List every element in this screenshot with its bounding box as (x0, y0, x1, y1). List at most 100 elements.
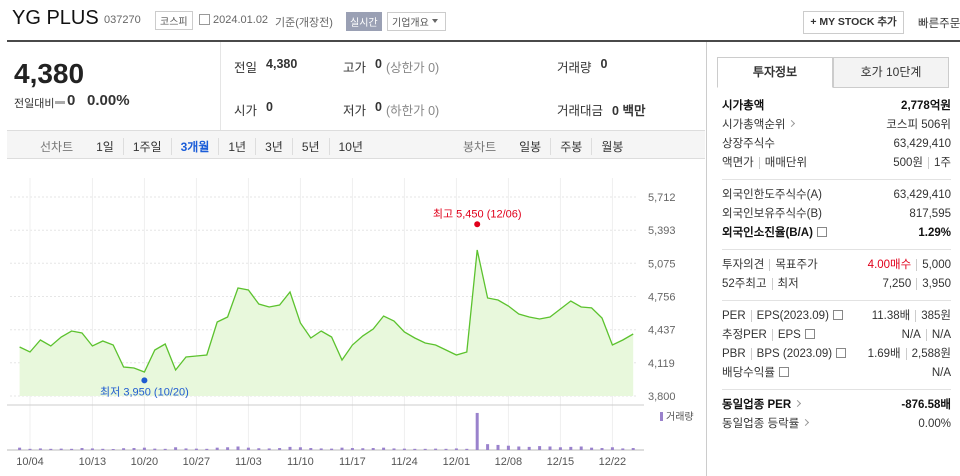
quick-order[interactable]: 빠른주문 (918, 18, 960, 30)
volume-bar (174, 447, 178, 450)
x-tick-label: 11/10 (287, 456, 314, 468)
row-label: 상장주식수 (722, 138, 775, 150)
volume-bar (600, 448, 604, 450)
sidebar-tab[interactable]: 호가 10단계 (833, 57, 949, 88)
quote-label: 고가 (343, 61, 367, 75)
row-label: 외국인보유주식수(B) (722, 208, 822, 220)
info-icon[interactable] (816, 227, 827, 237)
period-tab[interactable]: 1일 (96, 140, 114, 154)
row-label: 동일업종 등락률 (722, 418, 800, 430)
info-row: 배당수익률 N/A (722, 364, 951, 383)
volume-bar (434, 448, 438, 450)
sidebar: 시가총액 2,778억원 시가총액순위 코스피 506위 상장주식수 63,429,410… (722, 97, 951, 440)
change: 0 (67, 92, 76, 109)
row-label: PER (722, 310, 746, 322)
volume-bar (330, 448, 334, 450)
quote-value: 0 (375, 57, 382, 71)
quote-value: 0 (375, 100, 382, 114)
y-tick-label: 4,119 (648, 358, 675, 370)
row-value: N/A (901, 329, 921, 341)
quote-item: 시가 0 (234, 100, 273, 119)
candle-tabs: 봉차트 일봉 주봉 월봉 (454, 138, 632, 155)
y-tick-label: 5,075 (648, 258, 676, 270)
volume-bar (18, 447, 22, 450)
volume-bar (309, 448, 313, 450)
info-row: 외국인소진율(B/A) 1.29% (722, 224, 951, 243)
row-value: 63,429,410 (893, 138, 951, 150)
row-value: 500원 (893, 157, 924, 169)
x-tick-label: 10/13 (79, 456, 107, 468)
row-label: 시가총액 (722, 100, 765, 112)
y-tick-label: 3,800 (648, 391, 676, 403)
row-value-group: N/A N/A (902, 326, 951, 345)
info-icon[interactable] (778, 367, 789, 377)
quote-label: 거래량 (557, 61, 592, 75)
quote-item: 거래량 0 (557, 57, 607, 76)
volume-bar (59, 448, 63, 450)
quote-value: 0 (266, 100, 273, 114)
volume-bar (579, 446, 583, 450)
more-arrow (802, 418, 810, 427)
quote-label: 저가 (343, 104, 367, 118)
period-tab[interactable]: 일봉 (519, 140, 542, 154)
row-value: 5,000 (916, 259, 951, 271)
volume-bar (465, 448, 469, 450)
row-label: 외국인한도주식수(A) (722, 189, 822, 201)
row-label-group: PBR BPS (2023.09) (722, 345, 847, 364)
realtime-badge[interactable]: 실시간 (346, 12, 382, 31)
row-label: 시가총액순위 (722, 119, 786, 131)
info-row: PER EPS(2023.09) 11.38배 385원 (722, 307, 951, 326)
x-tick-label: 11/17 (339, 456, 366, 468)
sidebar-section: 동일업종 PER -876.58배 동일업종 등락률 0.00% (722, 389, 951, 440)
row-value-group: 817,595 (909, 205, 951, 224)
calendar-icon (199, 14, 210, 25)
period-tab[interactable]: 3년 (255, 138, 292, 155)
stock-code: 037270 (104, 14, 141, 26)
x-tick-label: 11/24 (391, 456, 418, 468)
sidebar-tab[interactable]: 투자정보 (717, 57, 833, 88)
row-value: 4.00매수 (867, 259, 912, 271)
period-tab[interactable]: 월봉 (591, 138, 632, 155)
period-tab[interactable]: 3개월 (170, 138, 219, 155)
row-value-group: 63,429,410 (893, 135, 951, 154)
info-row: 상장주식수 63,429,410 (722, 135, 951, 154)
volume-bar (382, 447, 386, 450)
volume-bar (111, 449, 115, 450)
volume-bar (340, 447, 344, 450)
row-value: 11.38배 (871, 310, 911, 322)
extreme-marker (474, 221, 481, 228)
row-label: 최저 (771, 278, 799, 290)
area (19, 250, 634, 396)
period-tab[interactable]: 1년 (218, 138, 255, 155)
quote-item: 고가 0 (상한가 0) (343, 57, 439, 76)
row-label-group: 52주최고 최저 (722, 275, 799, 294)
volume-bar (527, 446, 531, 450)
period-tab[interactable]: 주봉 (550, 138, 591, 155)
row-value-group: 63,429,410 (893, 186, 951, 205)
y-tick-label: 4,437 (648, 325, 676, 337)
volume-bar (80, 448, 84, 450)
row-value-group: 0.00% (918, 415, 951, 434)
flat-icon (55, 101, 65, 104)
company-info-button[interactable]: 기업개요 (387, 12, 446, 31)
row-value: N/A (931, 367, 951, 379)
row-value-group: 11.38배 385원 (872, 307, 951, 326)
period-tab[interactable]: 5년 (291, 138, 329, 155)
my-stock-button[interactable]: + MY STOCK 추가 (803, 11, 904, 34)
info-icon[interactable] (836, 348, 847, 358)
info-icon[interactable] (832, 310, 843, 320)
sidebar-section: PER EPS(2023.09) 11.38배 385원 추정PER EPS N/A N/A P… (722, 300, 951, 389)
row-label: PBR (722, 348, 746, 360)
chart: 3,800 4,119 4,437 4,756 5,075 5,393 5,712 10/04… (7, 178, 694, 468)
row-value-group: 코스피 506위 (886, 116, 951, 135)
change-rate: 0.00% (87, 92, 130, 109)
legend-swatch (660, 412, 663, 421)
row-label-group: 동일업종 PER (722, 396, 802, 415)
volume-bar (184, 448, 188, 450)
period-tab[interactable]: 10년 (328, 138, 372, 155)
period-tab[interactable]: 1주일 (122, 138, 171, 155)
row-label-group: 시가총액 (722, 97, 764, 116)
info-row: 투자의견 목표주가 4.00매수 5,000 (722, 256, 951, 275)
x-tick-label: 10/27 (183, 456, 211, 468)
info-icon[interactable] (804, 329, 815, 339)
